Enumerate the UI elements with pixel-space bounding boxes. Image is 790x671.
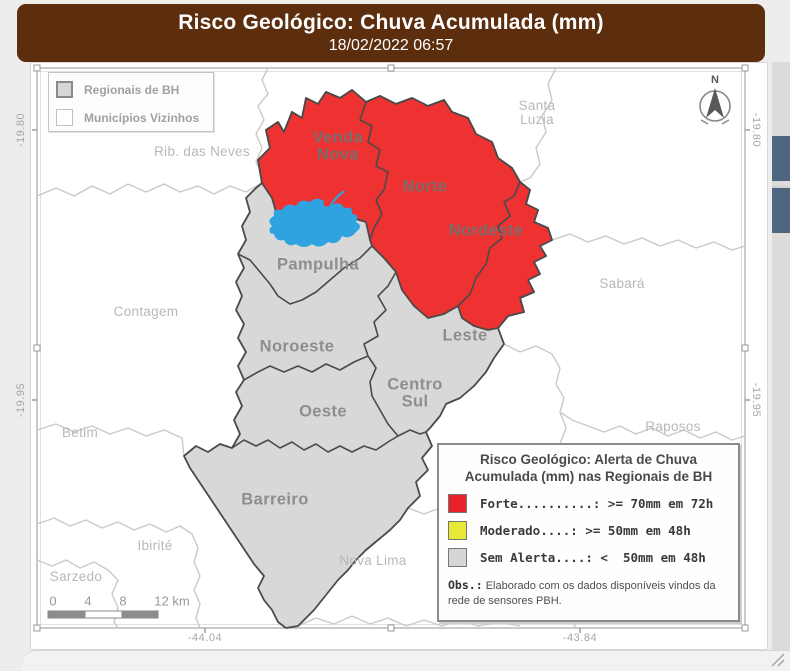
axis-label-bottom-4404: -44.04 [187,632,223,644]
axis-label-right-1980: -19.80 [750,112,762,148]
axis-label-right-1995: -19.95 [750,382,762,418]
alert-legend-obs: Obs.: Elaborado com os dados disponíveis… [448,578,729,609]
alert-legend-title: Risco Geológico: Alerta de Chuva Acumula… [439,452,738,486]
axis-ticks [32,129,750,633]
pampulha-lagoon [269,190,360,247]
region-label-pampulha: Pampulha [276,255,360,274]
right-panel-block-1[interactable] [772,136,790,181]
compass-icon [699,88,731,125]
alert-legend-row-text: Sem Alerta....: < 50mm em 48h [480,549,706,565]
region-label-norte: Norte [402,177,448,196]
scale-tick-0: 0 [49,593,57,609]
region-label-leste: Leste [442,326,488,345]
resize-handle-icon[interactable] [764,650,786,668]
neighbor-label-sarzedo: Sarzedo [49,568,103,584]
layers-legend: Regionais de BH Municípios Vizinhos [48,72,214,132]
neighbor-label-raposos: Raposos [645,418,701,434]
layers-legend-item-regionais: Regionais de BH [56,78,213,101]
axis-label-left-1980: -19.80 [15,112,27,148]
right-panel-block-2[interactable] [772,186,790,233]
scale-bar [47,610,159,619]
region-label-barreiro: Barreiro [241,490,309,509]
regionais-swatch-icon [56,81,73,98]
obs-text: Elaborado com os dados disponíveis vindo… [448,579,716,607]
region-borders [231,245,427,453]
forte-swatch-icon [448,493,467,513]
alert-regions-shape [257,89,553,331]
obs-label: Obs.: [448,577,483,592]
municipios-swatch-icon [56,109,73,126]
neighbor-label-santa-luzia: Santa Luzia [518,97,556,127]
map-datetime: 18/02/2022 06:57 [328,37,454,54]
alert-legend-row-moderado: Moderado....: >= 50mm em 48h [448,520,738,540]
region-label-nordeste: Nordeste [448,221,524,240]
alert-legend-title-line1: Risco Geológico: Alerta de Chuva [479,452,698,467]
sem-alerta-swatch-icon [448,547,467,567]
alert-legend-row-text: Forte..........: >= 70mm em 72h [480,495,714,511]
neighbor-label-rib-das-neves: Rib. das Neves [154,143,250,159]
scale-tick-12km: 12 km [154,593,190,609]
title-bar: Risco Geológico: Chuva Acumulada (mm) 18… [17,4,765,62]
region-label-venda-nova: Venda Nova [312,128,364,164]
axis-label-bottom-4384: -43.84 [562,632,598,644]
neighbor-label-sabara: Sabará [599,275,645,291]
footer-bar [22,650,790,671]
compass-north-label: N [711,74,719,86]
region-label-centro-sul: Centro Sul [387,375,443,411]
alert-legend-row-text: Moderado....: >= 50mm em 48h [480,522,691,538]
layers-legend-item-municipios: Municípios Vizinhos [56,106,213,129]
alert-legend-row-sem-alerta: Sem Alerta....: < 50mm em 48h [448,547,738,567]
region-label-oeste: Oeste [299,402,347,421]
alert-legend-title-line2: Acumulada (mm) nas Regionais de BH [464,468,713,484]
neighbor-label-contagem: Contagem [113,303,179,319]
neighbor-label-nova-lima: Nova Lima [339,552,407,568]
alert-legend: Risco Geológico: Alerta de Chuva Acumula… [437,443,740,622]
scale-tick-4: 4 [84,593,92,609]
scale-tick-8: 8 [119,593,127,609]
region-label-noroeste: Noroeste [259,337,335,356]
right-edge-panel [772,62,790,670]
alert-legend-row-forte: Forte..........: >= 70mm em 72h [448,493,738,513]
layers-legend-label: Municípios Vizinhos [84,110,200,125]
moderado-swatch-icon [448,520,467,540]
frame-handles[interactable] [33,64,749,632]
page-title: Risco Geológico: Chuva Acumulada (mm) [178,11,604,34]
neighbor-label-betim: Betim [61,424,99,440]
axis-label-left-1995: -19.95 [15,382,27,418]
alert-region-borders [359,101,521,307]
neighbor-label-ibirite: Ibirité [137,537,173,553]
layers-legend-label: Regionais de BH [84,82,180,97]
